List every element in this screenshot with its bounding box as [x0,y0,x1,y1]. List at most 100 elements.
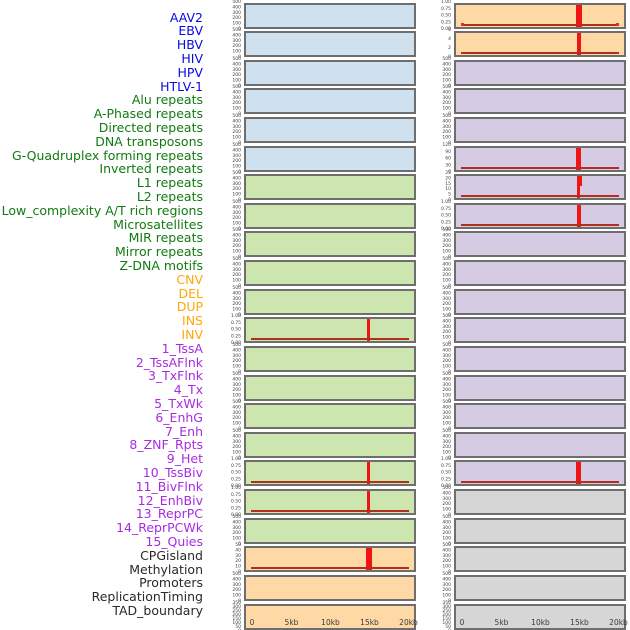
y-tick-label: 100 [442,278,451,284]
y-tick-label: 60 [445,155,451,161]
x-axis-tick-right-20kb: 20kb [609,617,628,627]
y-tick-label: 0 [238,426,241,432]
y-tick-label: 500 [232,142,241,148]
y-tick-label: 0 [421,628,451,630]
signal-peak-line [576,33,581,56]
y-tick-label: 300 [442,524,451,530]
signal-peak-line [576,147,581,170]
y-tick-label: 100 [232,20,241,26]
y-axis-ticks-1-tssa: 500 400 300 200 100 0 [421,56,451,87]
y-tick-label: 500 [442,371,451,377]
y-tick-label: 2 [448,45,451,51]
y-tick-label: 0 [448,369,451,375]
y-tick-label: 100 [232,449,241,455]
y-tick-label: 500 [232,113,241,119]
track-label-cpgisland: CPGisland [140,547,203,563]
y-tick-label: 400 [442,61,451,67]
signal-baseline [461,23,619,26]
panel-hpv [244,116,416,143]
y-tick-label: 500 [442,399,451,405]
y-tick-label: 0 [448,254,451,260]
y-tick-label: 200 [442,244,451,250]
y-tick-label: 500 [442,256,451,262]
panel-microsatellites [244,431,416,458]
track-label-replicationtiming: ReplicationTiming [91,589,203,605]
y-tick-label: 200 [232,612,241,618]
panel-2-tssaflnk [454,88,626,115]
panel-7-enh [454,231,626,258]
panel-ins [454,2,626,29]
y-tick-label: 300 [232,604,241,610]
y-axis-ticks-6-enhg: 1.00 0.75 0.50 0.25 0.00 [421,200,451,232]
y-tick-label: 200 [442,387,451,393]
y-tick-label: 200 [442,272,451,278]
y-tick-label: 300 [232,295,241,301]
signal-edge-bump-left [461,22,464,26]
y-tick-label: 500 [232,227,241,233]
y-tick-label: 400 [442,576,451,582]
track-label-l1-repeats: L1 repeats [136,175,203,191]
y-tick-label: 500 [442,342,451,348]
panel-11-bivflnk [454,345,626,372]
y-tick-label: 400 [442,376,451,382]
y-tick-label: 300 [232,67,241,73]
y-tick-label: 0 [238,254,241,260]
y-tick-label: 100 [442,564,451,570]
y-tick-label: 300 [442,381,451,387]
x-axis-tick-right-5kb: 5kb [494,617,509,627]
panel-5-txwk [454,174,626,201]
y-tick-label: 0.00 [230,483,241,489]
y-tick-label: 500 [442,428,451,434]
track-label-mirror-repeats: Mirror repeats [114,244,203,260]
y-tick-label: 100 [442,335,451,341]
y-tick-label: 400 [442,490,451,496]
panel-del [244,574,416,601]
panel-9-het [454,288,626,315]
y-tick-label: 400 [232,347,241,353]
panel-directed-repeats [244,231,416,258]
y-tick-label: 200 [232,587,241,593]
y-tick-label: 200 [442,129,451,135]
panel-l2-repeats [244,374,416,401]
y-tick-label: 200 [232,72,241,78]
signal-baseline [461,195,619,198]
y-tick-label: 100 [442,249,451,255]
y-tick-label: 0 [238,369,241,375]
track-label-inv: INV [181,327,203,342]
y-tick-label: 400 [232,290,241,296]
y-tick-label: 200 [442,558,451,564]
y-tick-label: 50 [235,542,241,548]
y-tick-label: 0.00 [440,226,451,232]
y-tick-label: 300 [232,181,241,187]
track-label-low-complexity-a-t-rich-regions: Low_complexity A/T rich regions [1,202,203,218]
signal-baseline [251,567,409,570]
y-tick-label: 20 [445,176,451,182]
y-tick-label: 5 [448,192,451,198]
y-tick-label: 0 [448,283,451,289]
y-tick-label: 500 [232,285,241,291]
y-tick-label: 500 [442,56,451,62]
y-tick-label: 1.00 [440,0,451,4]
y-tick-label: 0.75 [440,5,451,11]
y-tick-label: 400 [232,405,241,411]
y-tick-label: 400 [232,61,241,67]
y-tick-label: 10 [235,564,241,570]
track-label-promoters: Promoters [139,575,203,591]
track-label-methylation: Methylation [129,561,203,577]
y-tick-label: 300 [232,210,241,216]
x-axis-tick-right-0: 0 [459,617,465,627]
y-tick-label: 300 [442,353,451,359]
y-axis-ticks-hiv: 500 400 300 200 100 0 [211,85,241,116]
y-tick-label: 300 [232,439,241,445]
y-tick-label: 500 [442,285,451,291]
y-tick-label: 300 [442,95,451,101]
panel-14-reprpcwk [454,431,626,458]
y-tick-label: 300 [442,267,451,273]
y-tick-label: 400 [442,548,451,554]
y-tick-label: 400 [232,261,241,267]
track-label-14-reprpcwk: 14_ReprPCWk [116,520,203,536]
y-axis-ticks-a-phased-repeats: 500 400 300 200 100 0 [211,200,241,231]
y-axis-ticks-inverted-repeats: 1.00 0.75 0.50 0.25 0.00 [211,314,241,346]
y-tick-label: 400 [442,433,451,439]
y-tick-label: 400 [232,576,241,582]
